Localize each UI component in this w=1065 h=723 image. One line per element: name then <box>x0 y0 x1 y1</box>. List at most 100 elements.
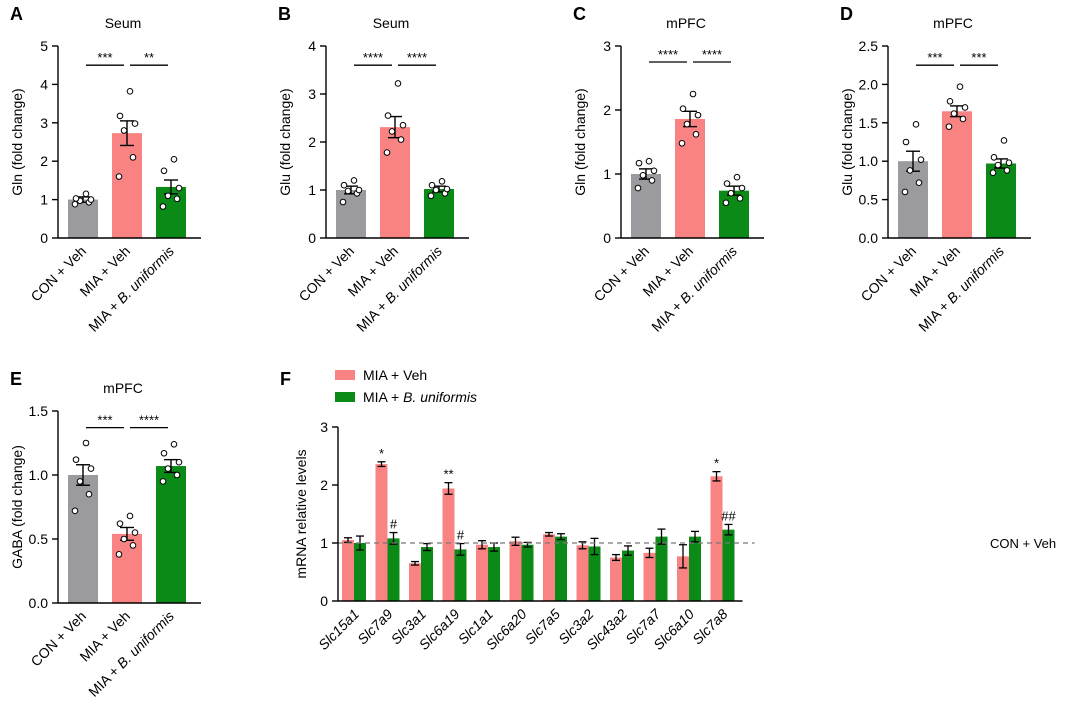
data-point <box>173 195 181 203</box>
significance-mark: * <box>714 456 719 471</box>
data-point <box>959 115 967 123</box>
significance-mark: ## <box>721 508 736 523</box>
data-point <box>159 203 167 210</box>
y-tick-label: 2 <box>40 153 48 169</box>
y-tick-label: 3 <box>603 38 611 54</box>
data-point <box>384 112 392 119</box>
data-point <box>170 440 178 448</box>
data-point <box>650 167 658 175</box>
category-label: Slc7a5 <box>522 606 564 648</box>
data-point <box>170 155 178 163</box>
y-tick-label: 0 <box>40 230 48 246</box>
legend: MIA + Veh MIA + B. uniformis <box>335 367 477 405</box>
bar <box>722 529 735 601</box>
data-point <box>383 149 391 156</box>
data-point <box>71 200 79 208</box>
category-label: CON + Veh <box>857 243 919 305</box>
y-axis-label: mRNA relative levels <box>293 449 309 578</box>
chart-title: Seum <box>373 15 410 31</box>
data-point <box>115 173 123 180</box>
data-point <box>1005 159 1013 167</box>
y-axis-label: Gln (fold change) <box>9 88 25 195</box>
y-tick-label: 0 <box>320 593 328 609</box>
category-label: MIA + B. uniformis <box>85 608 177 700</box>
panel-letter: C <box>573 4 586 24</box>
significance-label: **** <box>702 47 722 62</box>
data-point <box>438 178 446 185</box>
significance-mark: # <box>390 517 398 532</box>
significance-mark: * <box>379 446 384 461</box>
data-point <box>1000 137 1008 144</box>
category-label-text: CON + Veh <box>27 243 89 305</box>
data-point <box>120 535 128 543</box>
panel-letter: D <box>840 4 853 24</box>
data-point <box>131 120 139 127</box>
legend-swatch-mia-bu <box>335 392 355 402</box>
bar <box>112 533 142 603</box>
data-point <box>72 195 80 202</box>
legend-label-mia-bu: MIA + B. uniformis <box>363 389 477 405</box>
y-axis-label: Glu (fold change) <box>277 88 293 195</box>
legend-swatch-mia-veh <box>335 370 355 380</box>
data-point <box>635 159 643 167</box>
data-point <box>82 439 90 447</box>
bar <box>112 133 142 238</box>
significance-label: **** <box>363 50 383 65</box>
data-point <box>902 138 910 146</box>
bar <box>442 488 455 601</box>
data-point <box>82 190 90 198</box>
data-point <box>388 128 396 135</box>
bar <box>454 549 467 601</box>
data-point <box>692 131 700 138</box>
data-point <box>678 139 686 147</box>
chart-title: mPFC <box>103 380 143 396</box>
bar <box>521 544 534 601</box>
bar <box>622 550 634 601</box>
significance-label: **** <box>407 50 427 65</box>
significance-label: ** <box>144 50 154 65</box>
data-point <box>173 471 181 479</box>
panel-letter: F <box>280 369 291 389</box>
data-point <box>428 181 436 189</box>
bar <box>488 547 500 601</box>
bar <box>631 174 661 238</box>
data-point <box>634 184 642 192</box>
chart-title: mPFC <box>933 15 973 31</box>
bar <box>509 541 522 601</box>
category-label: MIA + B. uniformis <box>648 243 740 335</box>
panel-letter: A <box>10 4 23 24</box>
chart-title: Seum <box>105 15 142 31</box>
data-point <box>912 121 920 128</box>
data-point <box>340 181 348 189</box>
data-point <box>120 127 128 134</box>
panel-letter: B <box>278 4 291 24</box>
data-point <box>639 171 647 179</box>
bar <box>156 466 186 603</box>
legend-label-mia-veh: MIA + Veh <box>363 367 427 383</box>
bar <box>898 161 928 238</box>
category-label: CON + Veh <box>27 243 89 305</box>
y-tick-label: 0.5 <box>29 531 49 547</box>
data-point <box>397 136 405 143</box>
bar <box>342 540 354 601</box>
significance-mark: # <box>457 528 465 543</box>
data-point <box>160 449 168 457</box>
y-tick-label: 2 <box>603 102 611 118</box>
category-label-text: CON + Veh <box>295 243 357 305</box>
y-tick-label: 1.0 <box>859 153 879 169</box>
data-point <box>738 184 746 192</box>
data-point <box>1003 167 1011 174</box>
data-point <box>443 185 451 193</box>
bar <box>689 536 701 601</box>
bar <box>675 118 705 238</box>
y-axis-label: Glu (fold change) <box>839 88 855 195</box>
data-point <box>723 180 731 187</box>
category-label-text: CON + Veh <box>27 608 89 670</box>
y-tick-label: 1 <box>308 182 316 198</box>
significance-label: *** <box>97 413 112 428</box>
data-point <box>129 542 137 549</box>
